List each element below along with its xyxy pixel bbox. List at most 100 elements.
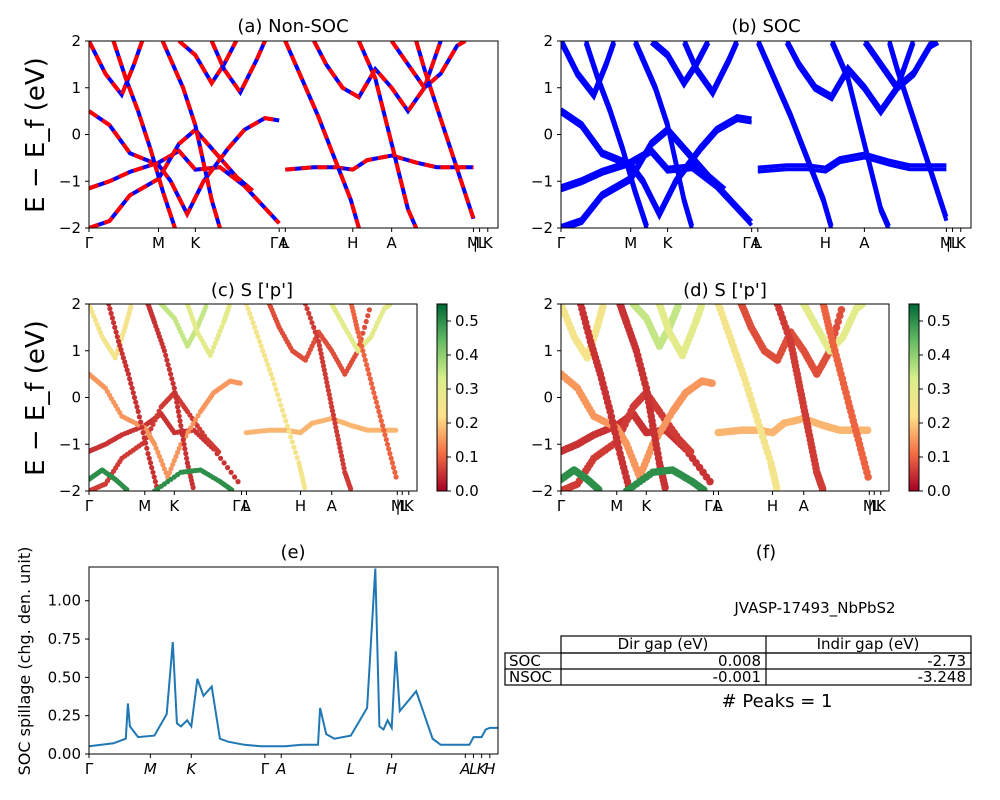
colorbar-tick-label: 0.1 [927, 448, 951, 466]
panel-e-xtick-label: K [186, 760, 197, 778]
panel-a-xtick-label: M [152, 234, 165, 252]
band-line-soc [755, 42, 834, 228]
projection-point [134, 404, 140, 410]
panel-d-xtick-label: M [863, 497, 876, 515]
projection-point [174, 399, 180, 405]
panel-d-xtick-label: Γ [557, 497, 566, 515]
projection-point [193, 417, 199, 423]
projection-point [319, 355, 325, 361]
panel-c-colorbar [436, 303, 448, 492]
projection-point [225, 465, 231, 471]
table-row-nsoc-indir: -3.248 [918, 668, 966, 686]
projection-point [326, 392, 332, 398]
panel-c-xtick-label: K [404, 497, 415, 515]
projection-point [106, 304, 112, 307]
band-line-spin-up [209, 41, 267, 97]
panel-d-xtick-label: L [714, 497, 723, 515]
band-line-soc [561, 42, 617, 101]
table-row-soc-indir: -2.73 [927, 652, 966, 670]
projection-point [286, 428, 292, 434]
projection-point [218, 455, 224, 461]
projection-point [836, 311, 844, 320]
projection-point [117, 342, 123, 349]
projection-point [140, 430, 146, 436]
projection-point [832, 323, 841, 332]
projection-point [181, 441, 187, 447]
projection-point [139, 424, 145, 430]
band-line-spin-up [357, 41, 419, 228]
projection-point [130, 390, 136, 396]
projection-point [152, 479, 158, 485]
panel-b-xtick-label: L [754, 234, 763, 252]
projection-point [128, 304, 134, 310]
panel-c-ylabel: E − E_f (eV) [21, 320, 51, 476]
projection-point [129, 385, 135, 391]
projection-point [214, 336, 220, 342]
band-line-spin-up [89, 126, 254, 228]
projection-point [316, 342, 322, 349]
projection-point [302, 304, 309, 307]
projection-point [168, 371, 174, 377]
table-caption: JVASP-17493_NbPbS2 [733, 599, 895, 618]
projection-point [389, 460, 395, 466]
projection-point [278, 402, 284, 408]
projection-point [834, 317, 842, 326]
projection-point [136, 414, 142, 420]
projection-point [131, 394, 138, 401]
panel-e-ytick-label: 0.50 [48, 668, 81, 686]
projection-point [154, 413, 160, 419]
projection-point [114, 334, 120, 340]
projection-point [309, 320, 315, 326]
band-line-soc [561, 111, 752, 221]
projection-point [141, 435, 147, 441]
projection-point [161, 348, 167, 354]
projection-point [247, 310, 253, 316]
projection-point [266, 366, 272, 372]
projection-point [155, 449, 161, 455]
panel-b-xtick-label: K [956, 234, 967, 252]
projection-point [252, 324, 258, 330]
colorbar-tick-label: 0.0 [927, 482, 951, 500]
projection-point [176, 413, 182, 419]
projection-point [94, 321, 100, 328]
projection-point [837, 306, 846, 314]
projection-point [361, 352, 367, 358]
projection-point [289, 439, 295, 445]
panel-a-frame [88, 40, 499, 229]
projection-point [268, 371, 274, 377]
band-line-soc [863, 41, 939, 89]
table-row-soc-label: SOC [509, 652, 541, 670]
projection-point [175, 449, 181, 455]
projection-point [366, 307, 372, 313]
panel-b-title: (b) SOC [731, 16, 800, 37]
panel-d-points [561, 304, 872, 491]
band-line-spin-up [89, 148, 281, 225]
projection-point [135, 408, 141, 415]
projection-point [203, 304, 209, 310]
projection-point [294, 455, 300, 461]
projection-point [273, 386, 279, 392]
projection-point [337, 445, 343, 451]
projection-point [338, 449, 344, 455]
projection-point [153, 445, 159, 451]
panel-e-xtick-label: A [275, 760, 286, 778]
projection-point [144, 445, 150, 451]
projection-point [317, 347, 323, 353]
projection-point [348, 486, 354, 491]
panel-c-ytick-label: 1 [71, 342, 81, 360]
projection-point [195, 413, 201, 419]
projection-point [368, 380, 375, 387]
projection-point [324, 379, 330, 385]
panel-b-xtick-label: A [859, 234, 870, 252]
projection-point [179, 427, 185, 433]
projection-point [172, 390, 178, 396]
projection-point [339, 457, 345, 463]
panel-a-xtick-label: L [281, 234, 290, 252]
projection-point [318, 351, 324, 357]
panel-b-ytick-label: 0 [543, 126, 553, 144]
projection-point [123, 363, 129, 369]
band-line-soc [632, 42, 694, 228]
projection-point [93, 317, 99, 323]
projection-point [151, 474, 157, 480]
